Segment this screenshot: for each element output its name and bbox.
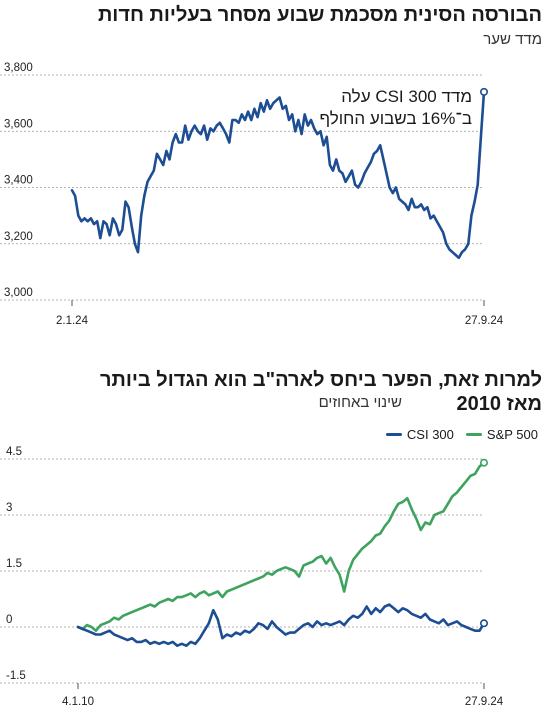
x-tick-label: 27.9.24 <box>465 315 504 327</box>
legend-swatch-csi300 <box>385 433 402 436</box>
y-tick-label: 4.5 <box>6 446 22 458</box>
chart1-annotation-line-1: מדד CSI 300 עלה <box>341 87 472 106</box>
chart1-subtitle: מדד שער <box>483 31 542 48</box>
y-tick-label: 3 <box>6 502 12 514</box>
chart2-title: למרות זאת, הפער ביחס לארה"ב הוא הגדול בי… <box>100 368 542 416</box>
chart2-subtitle: שינוי באחוזים <box>318 394 402 411</box>
series-end-marker <box>479 87 488 96</box>
chart2-title-line-2: מאז 2010 <box>456 393 542 415</box>
legend-label-csi300: CSI 300 <box>406 427 454 442</box>
series-line-0 <box>70 90 486 260</box>
chart2-x-tick-labels: 4.1.10 27.9.24 <box>62 683 504 708</box>
chart1-grid <box>0 74 484 301</box>
series-end-marker <box>479 458 488 467</box>
y-tick-label: 3,800 <box>4 62 33 74</box>
chart1-series <box>70 87 488 260</box>
x-tick-label: 2.1.24 <box>56 315 89 327</box>
chart1-title: הבורסה הסינית מסכמת שבוע מסחר בעליות חדו… <box>97 4 542 26</box>
chart1-annotation-line-2: ב־16% בשבוע החולף <box>319 109 472 128</box>
chart1-plot: 3,000 3,200 3,400 3,600 3,800 2.1.24 27.9.24 <box>0 62 504 327</box>
legend-item-sp500: S&P 500 <box>465 427 538 442</box>
series-line-sp500 <box>76 461 486 632</box>
y-tick-label: 3,600 <box>4 118 33 130</box>
y-tick-label: 1.5 <box>6 558 22 570</box>
chart2-legend: S&P 500 CSI 300 <box>385 427 538 442</box>
chart2-series <box>76 458 488 647</box>
series-line-csi300 <box>76 603 486 647</box>
x-tick-label: 27.9.24 <box>465 696 504 708</box>
y-tick-label: 3,000 <box>4 287 33 299</box>
legend-swatch-sp500 <box>465 433 482 436</box>
chart2-title-line-1: למרות זאת, הפער ביחס לארה"ב הוא הגדול בי… <box>99 369 542 391</box>
legend-label-sp500: S&P 500 <box>486 427 538 442</box>
legend-item-csi300: CSI 300 <box>385 427 454 442</box>
chart1-annotation: מדד CSI 300 עלה ב־16% בשבוע החולף <box>319 86 472 130</box>
x-tick-label: 4.1.10 <box>62 696 94 708</box>
y-tick-label: 0 <box>6 614 12 626</box>
chart2-grid <box>0 458 484 684</box>
y-tick-label: -1.5 <box>6 670 26 682</box>
chart1-x-tick-labels: 2.1.24 27.9.24 <box>56 300 504 327</box>
y-tick-label: 3,200 <box>4 231 33 243</box>
y-tick-label: 3,400 <box>4 175 33 187</box>
chart2-y-tick-labels: -1.5 0 1.5 3 4.5 <box>6 446 26 682</box>
chart1-y-tick-labels: 3,000 3,200 3,400 3,600 3,800 <box>4 62 33 299</box>
series-end-marker <box>479 619 488 628</box>
